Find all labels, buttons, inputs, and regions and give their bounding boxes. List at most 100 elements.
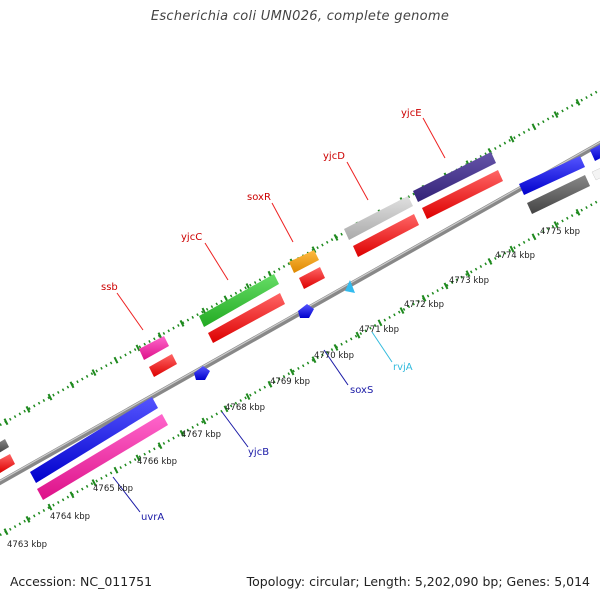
outer-major-tick bbox=[91, 369, 97, 376]
inner-major-tick bbox=[267, 380, 273, 388]
gene-yjcC-green bbox=[199, 274, 279, 327]
leader-yjcC bbox=[204, 242, 229, 281]
gene-soxS-blue bbox=[298, 304, 314, 318]
inner-major-tick bbox=[311, 356, 317, 364]
leader-yjcE bbox=[422, 117, 446, 159]
gene-yjcD-grey bbox=[344, 196, 413, 240]
kbp-label: 4767 kbp bbox=[181, 430, 221, 440]
inner-major-tick bbox=[223, 405, 229, 413]
gene-right-blue bbox=[519, 156, 585, 195]
inner-major-tick bbox=[25, 515, 31, 523]
gene-ssb-red bbox=[149, 354, 177, 377]
gene-yjcB-blue bbox=[194, 366, 210, 380]
inner-major-tick bbox=[465, 270, 471, 278]
map-title: Escherichia coli UMN026, complete genome bbox=[150, 9, 450, 24]
inner-major-tick bbox=[157, 442, 163, 450]
gene-labels: ssb yjcC soxR yjcD yjcE uvrA yjcB soxS r… bbox=[101, 108, 422, 523]
kbp-label: 4772 kbp bbox=[404, 300, 444, 310]
leader-yjcB bbox=[221, 411, 249, 448]
label-leaders bbox=[112, 117, 446, 513]
inner-major-tick bbox=[201, 417, 207, 425]
gene-yjcE-navy bbox=[413, 152, 496, 202]
inner-major-tick bbox=[509, 245, 515, 253]
gene-uvrA-blue bbox=[30, 397, 158, 483]
inner-major-tick bbox=[3, 528, 9, 536]
outer-major-tick bbox=[179, 319, 185, 327]
label-soxS: soxS bbox=[350, 385, 373, 396]
outer-major-tick bbox=[531, 123, 537, 131]
kbp-label: 4771 kbp bbox=[359, 325, 399, 335]
gene-uvrA-pink bbox=[37, 414, 168, 500]
kbp-label: 4768 kbp bbox=[225, 403, 265, 413]
label-yjcB: yjcB bbox=[248, 447, 269, 458]
kbp-label: 4775 kbp bbox=[540, 227, 580, 237]
inner-major-tick bbox=[69, 491, 75, 499]
gene-ssb-pink bbox=[139, 336, 169, 360]
inner-major-tick bbox=[113, 466, 119, 474]
outer-major-tick bbox=[69, 381, 75, 389]
outer-major-tick bbox=[509, 135, 515, 143]
outer-major-tick bbox=[575, 98, 581, 106]
leader-ssb bbox=[116, 292, 144, 331]
genome-summary-text: Topology: circular; Length: 5,202,090 bp… bbox=[246, 574, 590, 589]
leader-yjcD bbox=[346, 161, 369, 201]
label-yjcE: yjcE bbox=[401, 108, 422, 119]
inner-major-tick bbox=[333, 343, 339, 351]
kbp-label: 4765 kbp bbox=[93, 484, 133, 494]
feature-edge-white bbox=[591, 168, 600, 181]
inner-major-tick bbox=[421, 294, 427, 302]
outer-major-tick bbox=[3, 418, 9, 426]
leader-soxR bbox=[271, 202, 294, 243]
kbp-label: 4769 kbp bbox=[270, 377, 310, 387]
label-soxR: soxR bbox=[247, 192, 271, 203]
inner-major-tick bbox=[399, 307, 405, 314]
outer-major-tick bbox=[25, 405, 31, 413]
gene-yjcE-red bbox=[422, 170, 503, 219]
inner-major-tick bbox=[377, 319, 383, 327]
inner-major-tick bbox=[487, 257, 493, 265]
leader-rvjA bbox=[371, 331, 393, 363]
kbp-label: 4773 kbp bbox=[449, 276, 489, 286]
label-yjcD: yjcD bbox=[323, 151, 345, 162]
inner-major-tick bbox=[531, 233, 537, 241]
gene-right-dark bbox=[527, 175, 590, 214]
outer-major-tick bbox=[333, 233, 339, 241]
forward-features bbox=[0, 144, 600, 473]
inner-major-tick bbox=[47, 503, 53, 511]
kbp-label: 4774 kbp bbox=[495, 251, 535, 261]
label-yjcC: yjcC bbox=[181, 232, 202, 243]
kbp-label: 4764 kbp bbox=[50, 512, 90, 522]
outer-major-tick bbox=[311, 246, 317, 254]
inner-major-tick bbox=[575, 208, 581, 216]
inner-major-tick bbox=[443, 282, 449, 290]
feature-edge-red bbox=[0, 454, 15, 473]
outer-major-tick bbox=[553, 111, 559, 119]
gene-soxR-red bbox=[299, 267, 325, 289]
accession-text: Accession: NC_011751 bbox=[10, 574, 153, 589]
gene-rvjA-cyan bbox=[345, 280, 355, 293]
inner-major-tick bbox=[553, 221, 559, 229]
gene-soxR-orange bbox=[289, 250, 319, 273]
outer-major-tick bbox=[47, 393, 53, 401]
kbp-label: 4763 kbp bbox=[7, 540, 47, 550]
kbp-label: 4766 kbp bbox=[137, 457, 177, 467]
inner-major-tick bbox=[91, 479, 97, 486]
kbp-label: 4770 kbp bbox=[314, 351, 354, 361]
feature-edge-blue bbox=[590, 144, 600, 161]
label-rvjA: rvjA bbox=[393, 362, 413, 373]
outer-tick-ring bbox=[0, 88, 600, 427]
leader-soxS bbox=[323, 349, 349, 386]
label-ssb: ssb bbox=[101, 282, 118, 293]
scale-labels: 4763 kbp 4764 kbp 4765 kbp 4766 kbp 4767… bbox=[7, 227, 580, 550]
label-uvrA: uvrA bbox=[141, 512, 164, 523]
gene-yjcD-red bbox=[353, 214, 419, 257]
inner-tick-ring bbox=[0, 198, 600, 537]
inner-major-tick bbox=[179, 429, 185, 437]
feature-edge-grey bbox=[0, 439, 9, 453]
inner-major-tick bbox=[135, 454, 141, 462]
gene-yjcC-red bbox=[208, 293, 285, 343]
outer-major-tick bbox=[135, 344, 141, 352]
outer-major-tick bbox=[113, 356, 119, 364]
reverse-features bbox=[30, 156, 600, 500]
